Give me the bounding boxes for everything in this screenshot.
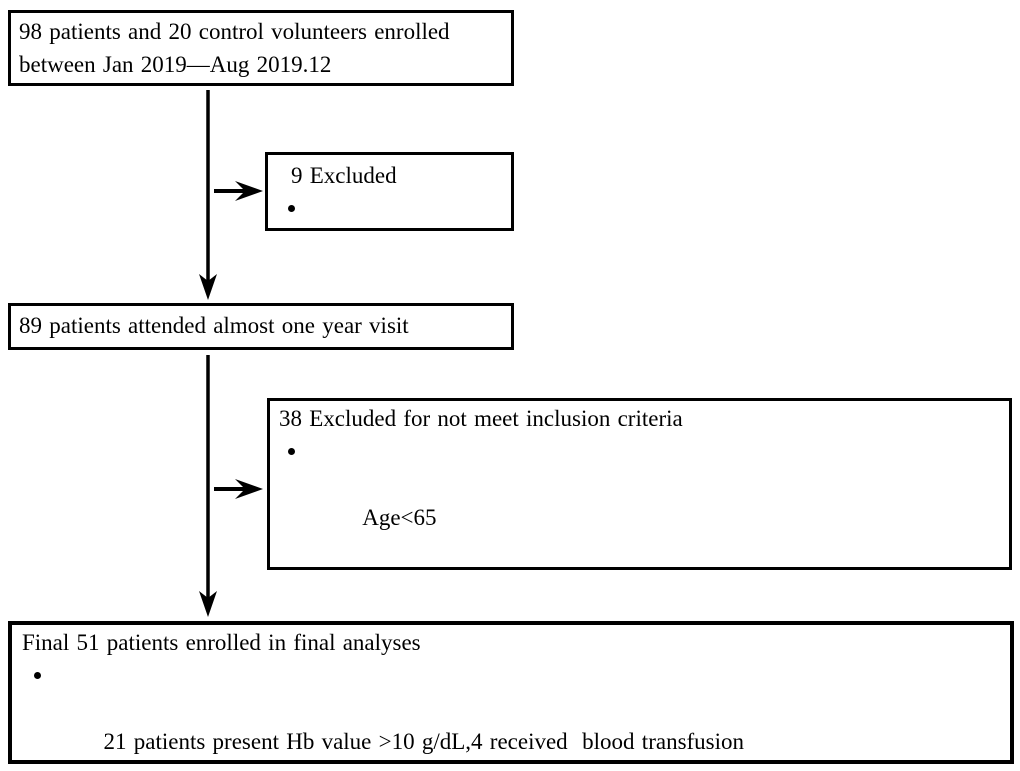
list-item: Age<65	[270, 435, 1005, 567]
excluded-38-reason-1: Age<65	[362, 505, 437, 530]
list-item: losing contact	[268, 192, 507, 228]
final-detail-1: 21 patients present Hb value >10 g/dL,4 …	[103, 729, 745, 754]
box-excluded-9: 9 Excluded losing contact	[265, 152, 514, 231]
arrow-down-attended-to-final	[199, 355, 217, 617]
arrow-down-enrolled-to-attended	[199, 90, 217, 300]
excluded-9-title: 9 Excluded	[291, 163, 397, 188]
box-attended: 89 patients attended almost one year vis…	[8, 303, 514, 350]
list-item: have severe cardiovascular disease	[270, 567, 1005, 570]
excluded-38-title: 38 Excluded for not meet inclusion crite…	[279, 406, 683, 431]
arrow-right-to-excluded-9	[214, 181, 263, 201]
arrow-right-to-excluded-38	[214, 479, 263, 499]
box-final-analyses: Final 51 patients enrolled in final anal…	[8, 621, 1014, 764]
bullet-icon	[288, 205, 295, 212]
box-excluded-38: 38 Excluded for not meet inclusion crite…	[267, 398, 1012, 570]
enrolled-text-line2: between Jan 2019—Aug 2019.12	[19, 52, 332, 77]
bullet-icon	[34, 672, 41, 679]
attended-text: 89 patients attended almost one year vis…	[19, 313, 409, 338]
box-enrolled: 98 patients and 20 control volunteers en…	[8, 10, 514, 86]
list-item: 21 patients present Hb value >10 g/dL,4 …	[12, 659, 1006, 760]
enrolled-text-line1: 98 patients and 20 control volunteers en…	[19, 19, 450, 44]
final-title: Final 51 patients enrolled in final anal…	[22, 630, 421, 655]
bullet-icon	[288, 448, 295, 455]
